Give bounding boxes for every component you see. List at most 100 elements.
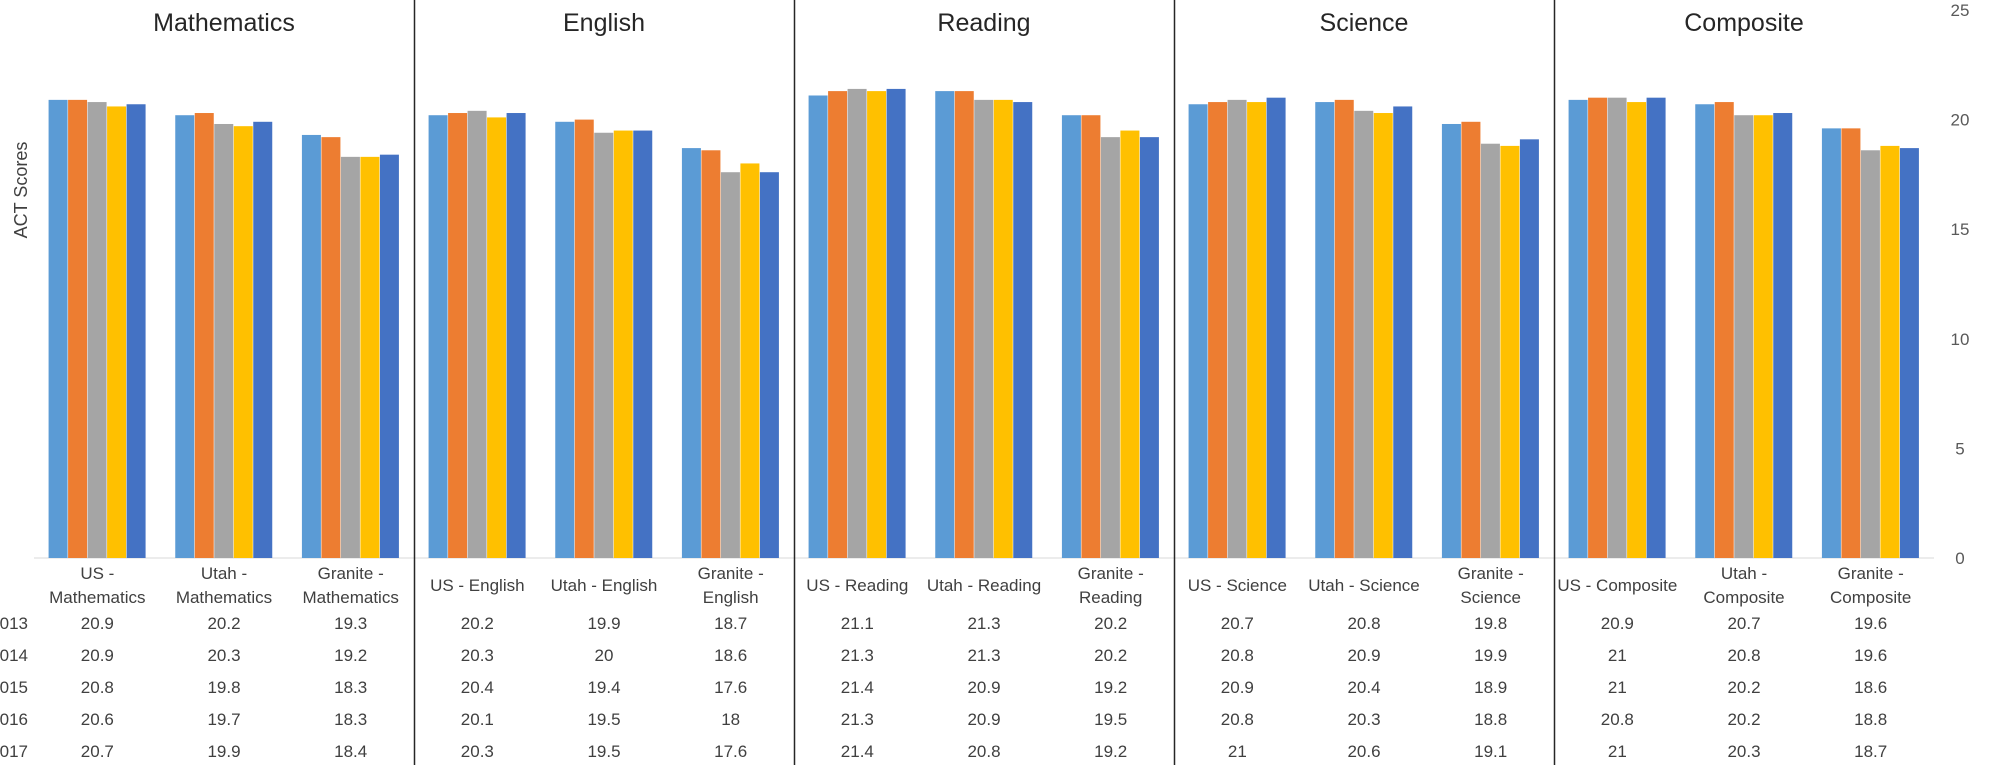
category-label: US - — [80, 564, 114, 583]
bar — [1247, 102, 1266, 558]
category-label: US - English — [430, 576, 524, 595]
table-cell: 20.9 — [81, 614, 114, 633]
bar — [1442, 124, 1461, 558]
bar — [1861, 150, 1880, 558]
category-label: Utah - — [1721, 564, 1767, 583]
table-cell: 20.8 — [1601, 710, 1634, 729]
bar — [341, 157, 360, 558]
table-cell: 20.4 — [1347, 678, 1380, 697]
y-tick-label: 15 — [1951, 220, 1970, 239]
table-cell: 18.7 — [714, 614, 747, 633]
bar — [1189, 104, 1208, 558]
table-cell: 20.8 — [1727, 646, 1760, 665]
bar — [555, 122, 574, 558]
bar — [633, 131, 652, 558]
table-cell: 21.4 — [841, 742, 874, 761]
panel-title: Composite — [1684, 9, 1804, 37]
bar — [88, 102, 107, 558]
y-tick-label: 20 — [1951, 111, 1970, 130]
category-label: Utah - — [201, 564, 247, 583]
panel-title: Reading — [937, 9, 1030, 37]
table-cell: 20.3 — [461, 646, 494, 665]
panel-title: Science — [1320, 9, 1409, 37]
table-cell: 20.4 — [461, 678, 494, 697]
bar — [1208, 102, 1227, 558]
table-cell: 19.6 — [1854, 614, 1887, 633]
table-cell: 19.2 — [334, 646, 367, 665]
table-cell: 20.1 — [461, 710, 494, 729]
table-cell: 21.1 — [841, 614, 874, 633]
y-tick-label: 10 — [1951, 330, 1970, 349]
y-axis-label: ACT Scores — [11, 142, 31, 239]
bar — [1461, 122, 1480, 558]
table-cell: 20.2 — [1727, 710, 1760, 729]
category-label: Composite — [1830, 588, 1911, 607]
table-cell: 20.7 — [1727, 614, 1760, 633]
table-cell: 20.9 — [1221, 678, 1254, 697]
table-cell: 20.2 — [207, 614, 240, 633]
table-cell: 20.3 — [1347, 710, 1380, 729]
table-cell: 20.2 — [1727, 678, 1760, 697]
bar — [887, 89, 906, 558]
table-cell: 20.2 — [461, 614, 494, 633]
table-cell: 18.6 — [1854, 678, 1887, 697]
bar — [127, 104, 146, 558]
bar — [360, 157, 379, 558]
bar — [1734, 115, 1753, 558]
category-label: English — [703, 588, 759, 607]
bar — [809, 95, 828, 558]
bar — [1715, 102, 1734, 558]
table-cell: 20.3 — [207, 646, 240, 665]
bar — [1267, 98, 1286, 558]
table-cell: 18.8 — [1854, 710, 1887, 729]
bar — [867, 91, 886, 558]
bar — [234, 126, 253, 558]
table-cell: 18.6 — [714, 646, 747, 665]
category-label: Granite - — [318, 564, 384, 583]
table-cell: 21 — [1608, 742, 1627, 761]
table-cell: 19.2 — [1094, 678, 1127, 697]
bar — [1120, 131, 1139, 558]
table-cell: 20.6 — [81, 710, 114, 729]
table-cell: 19.9 — [587, 614, 620, 633]
bar — [107, 106, 126, 558]
table-cell: 20.8 — [81, 678, 114, 697]
bar — [740, 163, 759, 558]
category-label: Composite — [1703, 588, 1784, 607]
bar — [828, 91, 847, 558]
table-cell: 20.8 — [1347, 614, 1380, 633]
bar — [575, 120, 594, 558]
table-cell: 17.6 — [714, 742, 747, 761]
table-cell: 19.1 — [1474, 742, 1507, 761]
bar — [1588, 98, 1607, 558]
table-cell: 18.8 — [1474, 710, 1507, 729]
table-cell: 19.8 — [207, 678, 240, 697]
bar — [1062, 115, 1081, 558]
bar — [1354, 111, 1373, 558]
bar — [448, 113, 467, 558]
table-cell: 20.8 — [967, 742, 1000, 761]
table-cell: 19.5 — [1094, 710, 1127, 729]
category-label: Granite - — [1078, 564, 1144, 583]
table-cell: 20.6 — [1347, 742, 1380, 761]
table-cell: 19.5 — [587, 742, 620, 761]
table-cell: 20.3 — [461, 742, 494, 761]
bar — [1841, 128, 1860, 558]
bar — [1569, 100, 1588, 558]
category-label: US - Science — [1188, 576, 1287, 595]
bar — [1627, 102, 1646, 558]
table-cell: 20.9 — [967, 678, 1000, 697]
bar — [1608, 98, 1627, 558]
bar — [1335, 100, 1354, 558]
table-row-label: 014 — [0, 646, 28, 665]
bar — [253, 122, 272, 558]
y-tick-label: 0 — [1955, 549, 1964, 568]
table-row-label: 017 — [0, 742, 28, 761]
table-cell: 19.2 — [1094, 742, 1127, 761]
bar — [1013, 102, 1032, 558]
table-cell: 20.7 — [81, 742, 114, 761]
table-cell: 21.4 — [841, 678, 874, 697]
table-cell: 21.3 — [841, 710, 874, 729]
category-label: Granite - — [1458, 564, 1524, 583]
